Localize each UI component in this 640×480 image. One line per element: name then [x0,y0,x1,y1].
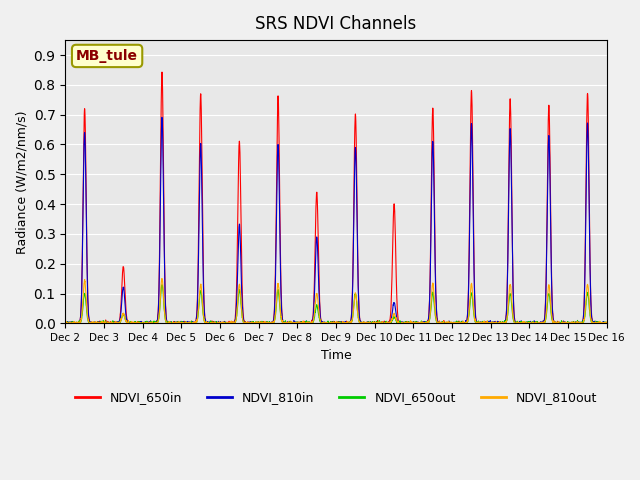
NDVI_650out [389,316,397,322]
NDVI_810out [600,320,607,325]
NDVI_650in [158,69,166,75]
Title: SRS NDVI Channels: SRS NDVI Channels [255,15,417,33]
NDVI_650in [603,320,611,326]
NDVI_650out [306,320,314,326]
NDVI_810out [488,320,496,326]
NDVI_650in [488,319,496,325]
NDVI_650in [61,320,69,326]
NDVI_650out [507,293,515,299]
Line: NDVI_810out: NDVI_810out [65,278,607,324]
NDVI_650out [600,320,607,326]
NDVI_810in [508,161,515,167]
Line: NDVI_650out: NDVI_650out [65,285,607,324]
NDVI_810out [508,288,515,294]
NDVI_810in [488,320,496,325]
NDVI_650in [263,321,271,326]
Text: MB_tule: MB_tule [76,49,138,63]
NDVI_810out [603,321,611,326]
NDVI_810in [600,319,607,325]
NDVI_810out [263,321,271,326]
NDVI_650out [263,321,271,326]
NDVI_810in [61,320,69,326]
NDVI_810out [389,312,397,317]
NDVI_810in [306,320,314,326]
NDVI_810in [410,321,417,326]
Line: NDVI_810in: NDVI_810in [65,117,607,324]
NDVI_810out [371,321,379,326]
NDVI_650out [158,282,166,288]
NDVI_650in [508,134,515,140]
NDVI_650out [488,321,495,326]
NDVI_810in [389,304,397,310]
NDVI_810in [158,114,166,120]
NDVI_810out [158,276,166,281]
X-axis label: Time: Time [321,348,351,362]
NDVI_810in [263,320,271,325]
Y-axis label: Radiance (W/m2/nm/s): Radiance (W/m2/nm/s) [15,110,28,253]
NDVI_650in [389,221,397,227]
NDVI_810in [603,320,611,326]
NDVI_650out [603,321,611,326]
NDVI_650in [306,320,314,326]
NDVI_810out [306,320,314,326]
Legend: NDVI_650in, NDVI_810in, NDVI_650out, NDVI_810out: NDVI_650in, NDVI_810in, NDVI_650out, NDV… [70,386,602,409]
NDVI_810out [61,320,69,326]
NDVI_650in [139,321,147,326]
NDVI_650out [61,321,69,326]
NDVI_650in [600,321,607,326]
Line: NDVI_650in: NDVI_650in [65,72,607,324]
